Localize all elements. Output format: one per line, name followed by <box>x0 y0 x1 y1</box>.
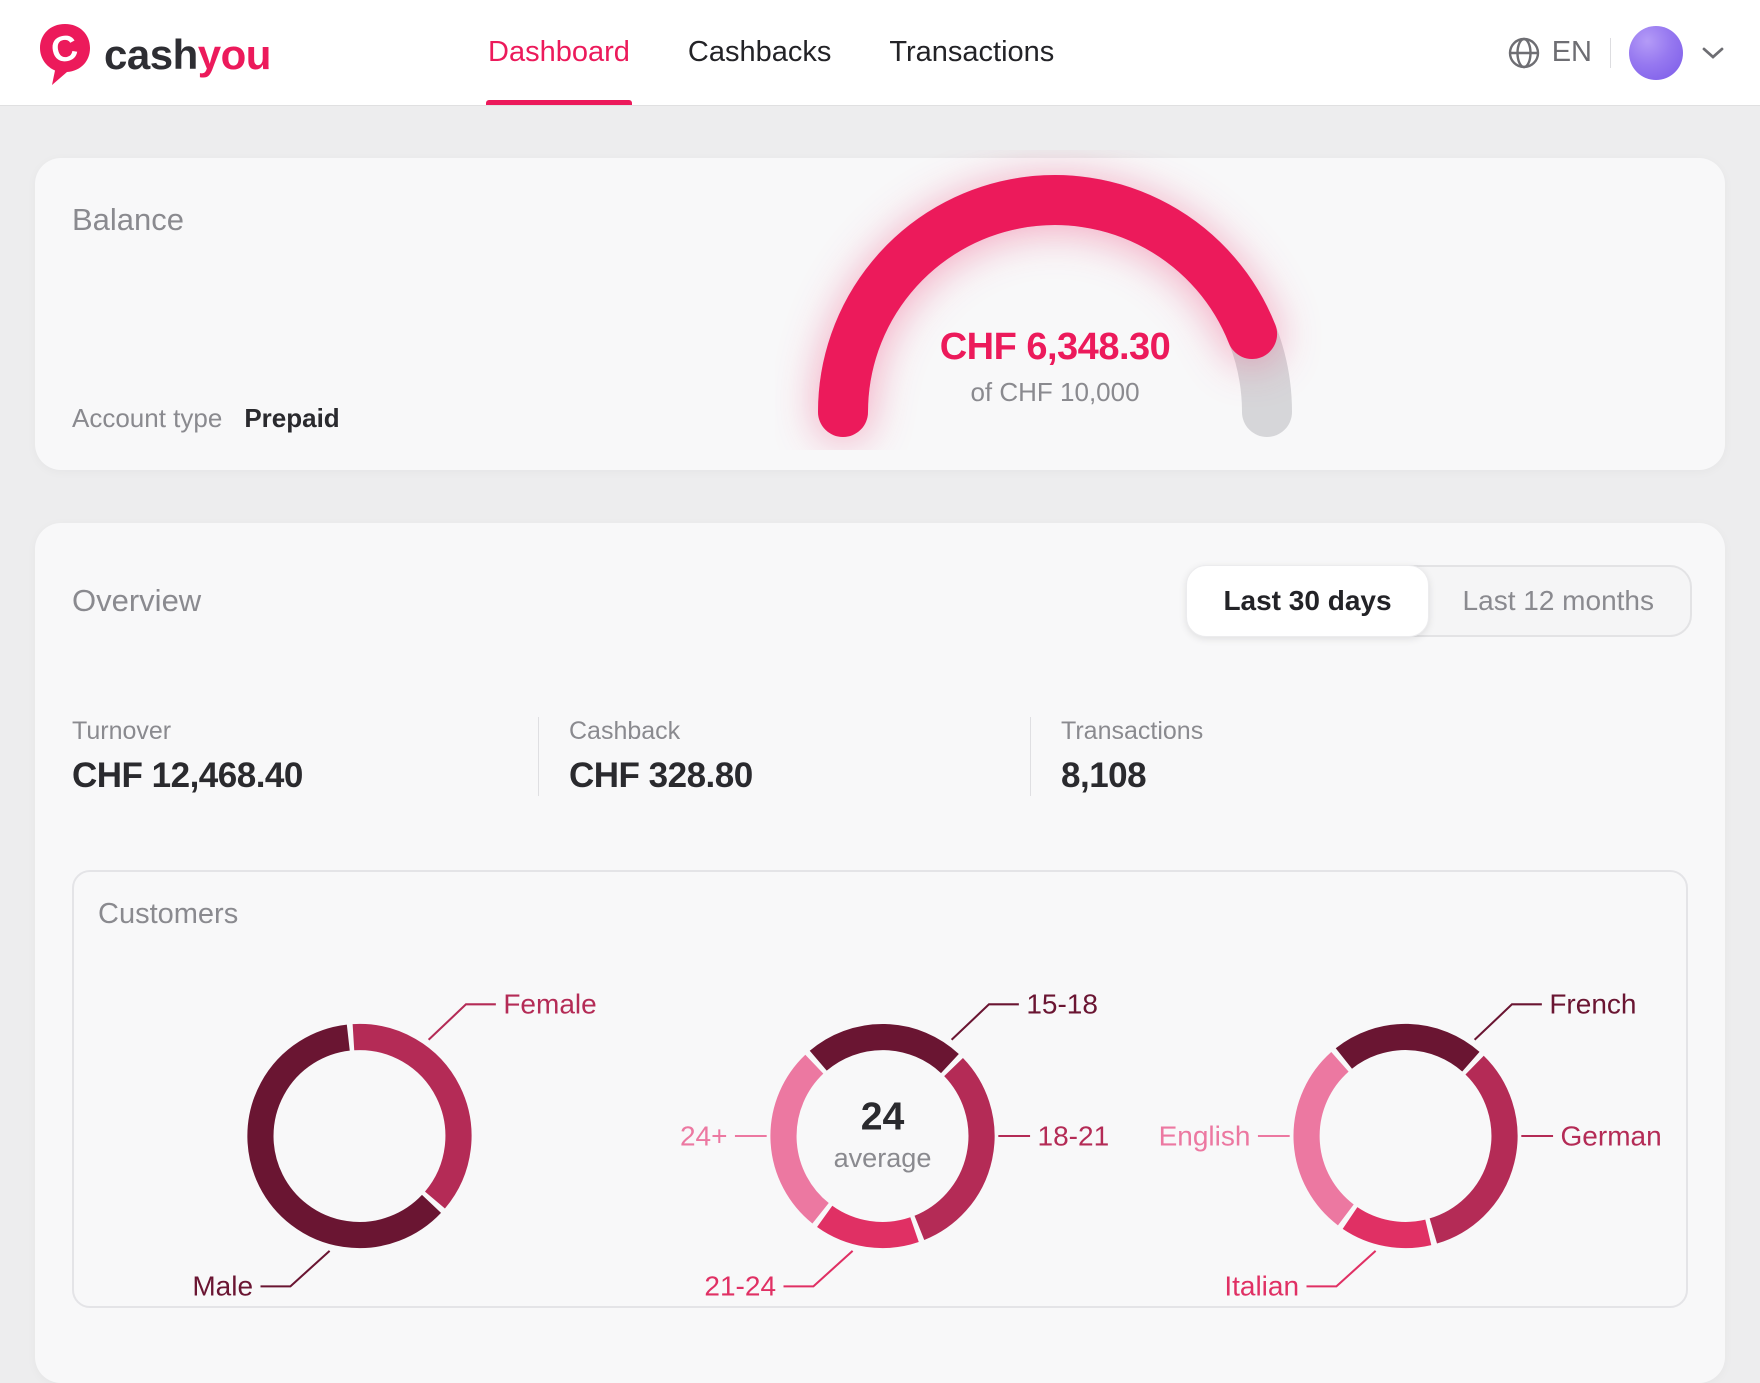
nav-divider <box>1610 37 1611 68</box>
stat-label: Transactions <box>1061 717 1204 745</box>
stat-turnover: Turnover CHF 12,468.40 <box>72 717 538 796</box>
brand-name-secondary: you <box>197 31 272 78</box>
language-selector[interactable]: EN <box>1506 35 1592 71</box>
stat-value: 8,108 <box>1061 756 1147 795</box>
svg-text:average: average <box>834 1142 932 1173</box>
customers-charts-row: Female Male 15-18 18-21 21-24 24+ 24 average F… <box>98 935 1662 1306</box>
stat-label: Cashback <box>569 717 681 745</box>
tab-transactions[interactable]: Transactions <box>889 36 1055 68</box>
balance-gauge-chart <box>775 150 1335 450</box>
language-code: EN <box>1551 36 1592 68</box>
toggle-last-30-days[interactable]: Last 30 days <box>1186 565 1429 637</box>
svg-text:15-18: 15-18 <box>1026 989 1098 1020</box>
svg-text:French: French <box>1549 989 1636 1020</box>
svg-text:24: 24 <box>861 1094 905 1138</box>
primary-nav: Dashboard Cashbacks Transactions <box>486 0 1055 105</box>
stat-value: CHF 328.80 <box>569 756 753 795</box>
stat-label: Turnover <box>72 717 172 745</box>
overview-header: Overview Last 30 days Last 12 months <box>35 523 1725 637</box>
svg-text:English: English <box>1159 1120 1251 1151</box>
svg-text:Italian: Italian <box>1224 1271 1299 1302</box>
profile-menu-button[interactable] <box>1701 46 1725 60</box>
customers-title: Customers <box>98 898 239 930</box>
account-type-label: Account type <box>72 403 223 433</box>
svg-text:21-24: 21-24 <box>704 1271 776 1302</box>
balance-title: Balance <box>72 202 185 237</box>
overview-title: Overview <box>72 583 202 618</box>
stat-transactions: Transactions 8,108 <box>1030 717 1688 796</box>
globe-icon <box>1508 37 1539 68</box>
stat-cashback: Cashback CHF 328.80 <box>538 717 1030 796</box>
stat-value: CHF 12,468.40 <box>72 756 303 795</box>
user-avatar[interactable] <box>1629 25 1683 80</box>
overview-card: Overview Last 30 days Last 12 months Tur… <box>35 523 1725 1383</box>
account-type-value: Prepaid <box>244 403 340 433</box>
balance-card: Balance CHF 6,348.30 of CHF 10,000 Accou… <box>35 158 1725 470</box>
period-toggle: Last 30 days Last 12 months <box>1186 565 1692 637</box>
chevron-down-icon <box>1702 47 1724 59</box>
overview-stats: Turnover CHF 12,468.40 Cashback CHF 328.… <box>35 717 1725 796</box>
brand-pin-icon: C <box>40 24 90 85</box>
brand-name-primary: cash <box>104 31 198 78</box>
svg-text:German: German <box>1561 1120 1662 1151</box>
tab-dashboard[interactable]: Dashboard <box>486 0 632 105</box>
svg-text:Male: Male <box>192 1271 253 1302</box>
tab-cashbacks[interactable]: Cashbacks <box>687 36 832 68</box>
customers-panel: Customers Female Male 15-18 18-21 21-24 24+ 2… <box>72 870 1688 1308</box>
svg-text:Female: Female <box>503 989 596 1020</box>
nav-right-cluster: EN <box>1506 0 1725 105</box>
gender-donut-chart: Female Male <box>98 935 621 1306</box>
svg-text:24+: 24+ <box>680 1120 728 1151</box>
svg-text:18-21: 18-21 <box>1038 1120 1110 1151</box>
brand-wordmark: cashyou <box>104 34 271 76</box>
top-nav: C cashyou Dashboard Cashbacks Transactio… <box>0 0 1760 105</box>
language-donut-chart: French German Italian English <box>1144 935 1667 1306</box>
toggle-last-12-months[interactable]: Last 12 months <box>1462 585 1654 616</box>
brand-logo[interactable]: C cashyou <box>36 22 271 88</box>
account-type-row: Account type Prepaid <box>72 403 340 434</box>
age-donut-chart: 15-18 18-21 21-24 24+ 24 average <box>621 935 1144 1306</box>
